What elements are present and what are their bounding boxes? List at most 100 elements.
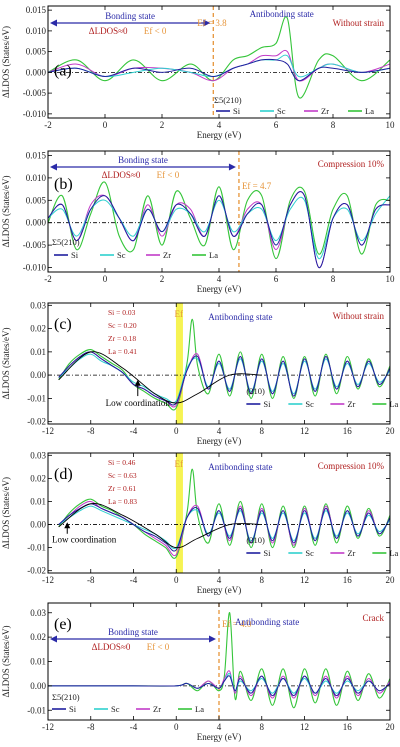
x-tick-label: -8 [87, 722, 95, 732]
y-tick-label: 0.005 [26, 195, 47, 205]
structure-label: (210) [246, 535, 265, 545]
series-line-la [58, 318, 391, 411]
bonding-arrow-head-right [209, 635, 216, 643]
y-tick-label: 0.03 [30, 300, 46, 310]
panel-label: (d) [54, 466, 73, 483]
fermi-level-label: Ef = 4.0 [222, 619, 252, 629]
x-tick-label: 8 [331, 120, 336, 130]
x-tick-label: 4 [217, 426, 222, 436]
x-tick-label: 0 [103, 274, 108, 284]
series-line-si [47, 58, 391, 82]
occupancy-value: Sc = 0.63 [108, 471, 137, 480]
x-tick-label: 16 [343, 426, 353, 436]
bonding-arrow-head-left [50, 635, 57, 643]
y-tick-label: 0.02 [30, 632, 46, 642]
x-axis-label: Energy (eV) [197, 436, 242, 446]
bonding-state-label: Bonding state [108, 627, 158, 637]
x-tick-label: 6 [274, 274, 279, 284]
x-tick-label: 10 [386, 274, 396, 284]
y-tick-label: 0.00 [30, 520, 46, 530]
structure-label: Σ5(210) [52, 692, 80, 702]
low-coordination-arrow-head [64, 522, 71, 529]
y-tick-label: 0.010 [26, 26, 47, 36]
panel-label: (b) [54, 176, 73, 193]
bonding-arrow-head-right [203, 19, 211, 27]
panel-label: (a) [54, 62, 72, 79]
x-tick-label: 12 [300, 426, 309, 436]
panel-b: -2 0 2 4 6 8 10 -0.010 -0.005 0.000 0.005 0.010 0.01… [1, 150, 395, 294]
series-line-si [58, 351, 391, 406]
legend-label-zr: Zr [163, 250, 171, 260]
y-tick-label: -0.005 [23, 240, 47, 250]
y-axis-label: ΔLDOS (States/eV) [1, 26, 11, 98]
x-tick-label: 4 [217, 722, 222, 732]
bonding-arrow-head-left [50, 163, 57, 171]
fermi-level-label: Ef = 3.8 [197, 18, 227, 28]
legend-label-si: Si [263, 548, 271, 558]
x-tick-label: -12 [42, 426, 54, 436]
antibonding-state-label: Antibonding state [235, 617, 299, 627]
legend-label-zr: Zr [347, 399, 355, 409]
series-line-si [47, 675, 391, 697]
legend-label-sc: Sc [117, 250, 126, 260]
legend: Si Sc Zr La [246, 399, 399, 409]
series-line-la [58, 468, 391, 559]
structure-label: (210) [246, 386, 265, 396]
series-line-si [58, 503, 391, 552]
legend: Si Sc Zr La [246, 548, 399, 558]
y-axis-label: ΔLDOS (States/eV) [1, 327, 11, 399]
legend-label-si: Si [69, 704, 77, 714]
occupancy-value: Si = 0.46 [108, 458, 136, 467]
y-tick-label: 0.03 [30, 608, 46, 618]
dldos-zero-label: ΔLDOS≈0 [92, 642, 131, 652]
y-tick-label: 0.015 [26, 150, 47, 160]
low-coordination-label: Low coordination [52, 535, 117, 545]
legend-label-sc: Sc [277, 106, 286, 116]
x-tick-label: 10 [386, 120, 396, 130]
legend-label-sc: Sc [111, 704, 120, 714]
x-axis-label: Energy (eV) [197, 585, 242, 595]
y-tick-label: 0.02 [30, 324, 46, 334]
y-tick-label: 0.015 [26, 5, 47, 15]
series-line-la [47, 16, 391, 99]
y-tick-label: 0.03 [30, 450, 46, 460]
structure-label: Σ5(210) [52, 237, 80, 247]
x-tick-label: 12 [300, 575, 309, 585]
panel-label: (e) [54, 616, 72, 633]
structure-label: Σ5(210) [214, 95, 242, 105]
legend-label-zr: Zr [347, 548, 355, 558]
bonding-state-label: Bonding state [105, 11, 155, 21]
occupancy-value: Zr = 0.18 [108, 334, 136, 343]
legend-label-la: La [209, 250, 218, 260]
dldos-zero-label: ΔLDOS≈0 [89, 26, 128, 36]
x-tick-label: 0 [103, 120, 108, 130]
x-tick-label: 4 [217, 120, 222, 130]
y-tick-label: 0.00 [30, 681, 46, 691]
x-tick-label: 4 [217, 575, 222, 585]
y-tick-label: 0.01 [30, 496, 46, 506]
x-tick-label: 0 [174, 426, 179, 436]
y-tick-label: -0.01 [27, 705, 46, 715]
y-tick-label: -0.010 [23, 109, 47, 119]
occupancy-value: Si = 0.03 [108, 308, 136, 317]
x-tick-label: 20 [386, 575, 396, 585]
dldos-zero-label: ΔLDOS≈0 [102, 170, 141, 180]
fermi-level-label: Ef = 4.7 [242, 181, 272, 191]
y-tick-label: -0.02 [27, 417, 46, 427]
bonding-state-label: Bonding state [118, 155, 168, 165]
low-coordination-label: Low coordination [106, 398, 171, 408]
plot-frame [47, 150, 391, 273]
legend-label-la: La [389, 548, 398, 558]
y-tick-label: -0.005 [23, 88, 47, 98]
ef-negative-label: Ef < 0 [157, 170, 180, 180]
ef-negative-label: Ef < 0 [144, 26, 167, 36]
fermi-level-label: Ef [174, 459, 183, 469]
y-tick-label: -0.01 [27, 393, 46, 403]
x-tick-label: -4 [130, 575, 138, 585]
bonding-arrow [50, 19, 211, 27]
series-line-la [47, 181, 391, 260]
legend-label-zr: Zr [321, 106, 329, 116]
x-tick-label: 2 [160, 120, 165, 130]
x-tick-label: 6 [274, 120, 279, 130]
y-tick-label: 0.005 [26, 47, 47, 57]
